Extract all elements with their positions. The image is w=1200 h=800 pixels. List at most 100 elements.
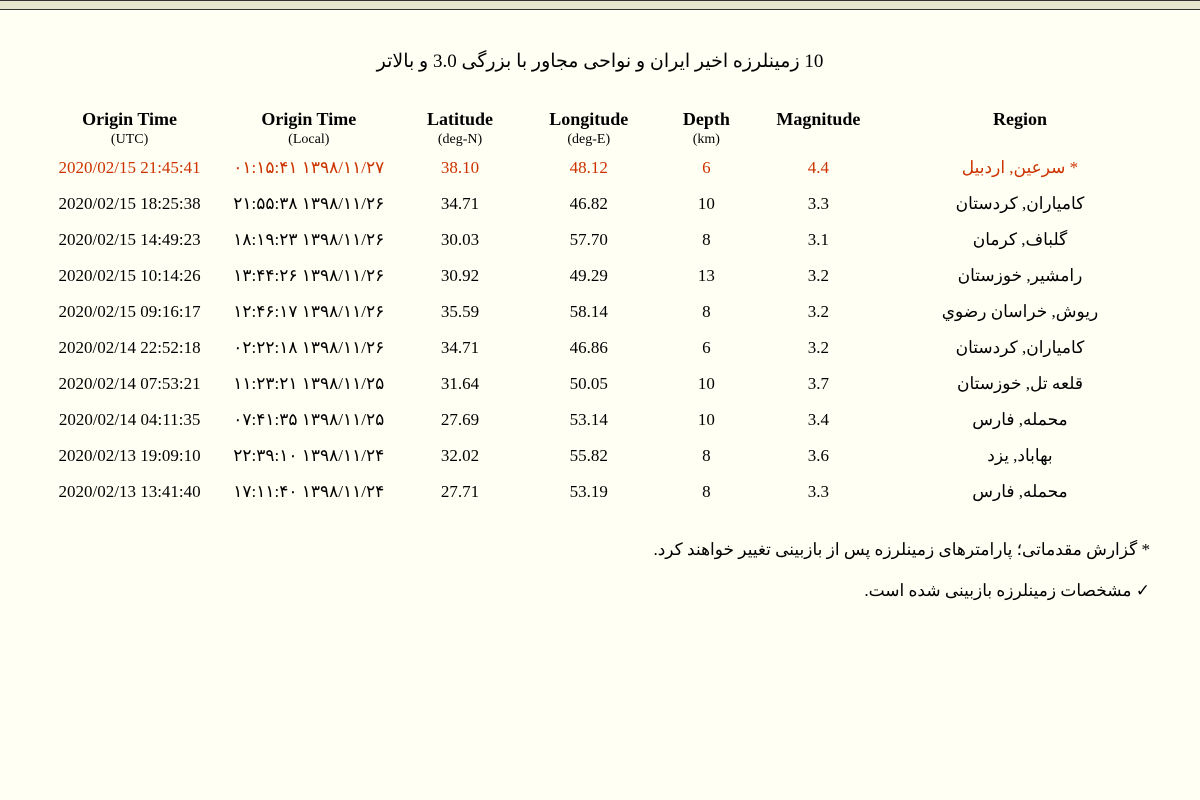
cell-utc: 2020/02/15 18:25:38 (40, 186, 219, 222)
cell-local: ۱۳۹۸/۱۱/۲۶ ۱۲:۴۶:۱۷ (219, 294, 398, 330)
cell-dep: 8 (656, 294, 757, 330)
cell-mag: 3.2 (757, 258, 880, 294)
cell-utc: 2020/02/14 07:53:21 (40, 366, 219, 402)
footnote-preliminary: * گزارش مقدماتی؛ پارامترهای زمینلرزه پس … (0, 530, 1150, 571)
cell-mag: 3.4 (757, 402, 880, 438)
cell-lon: 53.19 (522, 474, 656, 510)
cell-reg: کامیاران, کردستان (880, 186, 1160, 222)
col-label: Origin Time (261, 109, 356, 129)
col-label: Region (993, 109, 1047, 129)
col-label: Origin Time (82, 109, 177, 129)
cell-mag: 3.2 (757, 294, 880, 330)
col-sublabel: (UTC) (41, 132, 218, 148)
cell-reg: بهاباد, یزد (880, 438, 1160, 474)
cell-mag: 3.2 (757, 330, 880, 366)
col-region: Region (880, 108, 1160, 150)
col-label: Magnitude (776, 109, 860, 129)
cell-utc: 2020/02/15 10:14:26 (40, 258, 219, 294)
cell-lat: 34.71 (398, 186, 521, 222)
cell-reg: قلعه تل, خوزستان (880, 366, 1160, 402)
cell-local: ۱۳۹۸/۱۱/۲۶ ۱۸:۱۹:۲۳ (219, 222, 398, 258)
cell-local: ۱۳۹۸/۱۱/۲۴ ۱۷:۱۱:۴۰ (219, 474, 398, 510)
cell-lon: 55.82 (522, 438, 656, 474)
cell-lat: 35.59 (398, 294, 521, 330)
cell-lon: 57.70 (522, 222, 656, 258)
cell-dep: 8 (656, 438, 757, 474)
cell-dep: 10 (656, 366, 757, 402)
col-magnitude: Magnitude (757, 108, 880, 150)
col-depth: Depth (km) (656, 108, 757, 150)
cell-lon: 46.86 (522, 330, 656, 366)
cell-lat: 32.02 (398, 438, 521, 474)
table-row: 2020/02/15 10:14:26۱۳۹۸/۱۱/۲۶ ۱۳:۴۴:۲۶30… (40, 258, 1160, 294)
col-sublabel: (km) (657, 132, 756, 148)
cell-dep: 13 (656, 258, 757, 294)
cell-lon: 50.05 (522, 366, 656, 402)
col-longitude: Longitude (deg-E) (522, 108, 656, 150)
cell-lon: 46.82 (522, 186, 656, 222)
cell-reg: رامشیر, خوزستان (880, 258, 1160, 294)
cell-local: ۱۳۹۸/۱۱/۲۶ ۰۲:۲۲:۱۸ (219, 330, 398, 366)
cell-mag: 3.7 (757, 366, 880, 402)
table-row: 2020/02/14 07:53:21۱۳۹۸/۱۱/۲۵ ۱۱:۲۳:۲۱31… (40, 366, 1160, 402)
cell-dep: 6 (656, 150, 757, 186)
cell-lat: 30.92 (398, 258, 521, 294)
cell-local: ۱۳۹۸/۱۱/۲۵ ۰۷:۴۱:۳۵ (219, 402, 398, 438)
cell-reg: محمله, فارس (880, 402, 1160, 438)
cell-dep: 8 (656, 222, 757, 258)
col-sublabel: (Local) (220, 132, 397, 148)
cell-utc: 2020/02/14 04:11:35 (40, 402, 219, 438)
cell-local: ۱۳۹۸/۱۱/۲۶ ۲۱:۵۵:۳۸ (219, 186, 398, 222)
footnote-reviewed: ✓ مشخصات زمینلرزه بازبینی شده است. (0, 571, 1150, 612)
cell-lat: 31.64 (398, 366, 521, 402)
cell-lat: 34.71 (398, 330, 521, 366)
col-label: Depth (683, 109, 730, 129)
cell-utc: 2020/02/15 14:49:23 (40, 222, 219, 258)
col-latitude: Latitude (deg-N) (398, 108, 521, 150)
cell-lat: 27.71 (398, 474, 521, 510)
header-bar (0, 0, 1200, 10)
cell-reg: * سرعین, اردبیل (880, 150, 1160, 186)
footnotes: * گزارش مقدماتی؛ پارامترهای زمینلرزه پس … (0, 510, 1200, 612)
col-sublabel: (deg-E) (523, 132, 655, 148)
cell-utc: 2020/02/13 19:09:10 (40, 438, 219, 474)
cell-utc: 2020/02/14 22:52:18 (40, 330, 219, 366)
table-row: 2020/02/13 19:09:10۱۳۹۸/۱۱/۲۴ ۲۲:۳۹:۱۰32… (40, 438, 1160, 474)
cell-dep: 8 (656, 474, 757, 510)
cell-dep: 10 (656, 186, 757, 222)
cell-lon: 48.12 (522, 150, 656, 186)
cell-utc: 2020/02/15 09:16:17 (40, 294, 219, 330)
cell-lat: 30.03 (398, 222, 521, 258)
col-sublabel: (deg-N) (399, 132, 520, 148)
cell-lon: 49.29 (522, 258, 656, 294)
cell-reg: گلباف, کرمان (880, 222, 1160, 258)
col-origin-local: Origin Time (Local) (219, 108, 398, 150)
cell-mag: 3.3 (757, 474, 880, 510)
cell-mag: 3.3 (757, 186, 880, 222)
cell-reg: کامیاران, کردستان (880, 330, 1160, 366)
table-header-row: Origin Time (UTC) Origin Time (Local) La… (40, 108, 1160, 150)
cell-lat: 38.10 (398, 150, 521, 186)
table-row: 2020/02/14 22:52:18۱۳۹۸/۱۱/۲۶ ۰۲:۲۲:۱۸34… (40, 330, 1160, 366)
cell-lon: 58.14 (522, 294, 656, 330)
cell-local: ۱۳۹۸/۱۱/۲۶ ۱۳:۴۴:۲۶ (219, 258, 398, 294)
cell-utc: 2020/02/15 21:45:41 (40, 150, 219, 186)
table-row: 2020/02/15 09:16:17۱۳۹۸/۱۱/۲۶ ۱۲:۴۶:۱۷35… (40, 294, 1160, 330)
cell-reg: محمله, فارس (880, 474, 1160, 510)
cell-local: ۱۳۹۸/۱۱/۲۷ ۰۱:۱۵:۴۱ (219, 150, 398, 186)
col-origin-utc: Origin Time (UTC) (40, 108, 219, 150)
cell-reg: ریوش, خراسان رضوي (880, 294, 1160, 330)
table-row: 2020/02/14 04:11:35۱۳۹۸/۱۱/۲۵ ۰۷:۴۱:۳۵27… (40, 402, 1160, 438)
table-row: 2020/02/15 21:45:41۱۳۹۸/۱۱/۲۷ ۰۱:۱۵:۴۱38… (40, 150, 1160, 186)
cell-lat: 27.69 (398, 402, 521, 438)
cell-dep: 6 (656, 330, 757, 366)
col-label: Latitude (427, 109, 493, 129)
table-row: 2020/02/15 14:49:23۱۳۹۸/۱۱/۲۶ ۱۸:۱۹:۲۳30… (40, 222, 1160, 258)
cell-local: ۱۳۹۸/۱۱/۲۵ ۱۱:۲۳:۲۱ (219, 366, 398, 402)
earthquake-table: Origin Time (UTC) Origin Time (Local) La… (40, 108, 1160, 510)
cell-lon: 53.14 (522, 402, 656, 438)
cell-local: ۱۳۹۸/۱۱/۲۴ ۲۲:۳۹:۱۰ (219, 438, 398, 474)
page-title: 10 زمینلرزه اخیر ایران و نواحی مجاور با … (0, 50, 1200, 73)
table-row: 2020/02/13 13:41:40۱۳۹۸/۱۱/۲۴ ۱۷:۱۱:۴۰27… (40, 474, 1160, 510)
col-label: Longitude (549, 109, 628, 129)
